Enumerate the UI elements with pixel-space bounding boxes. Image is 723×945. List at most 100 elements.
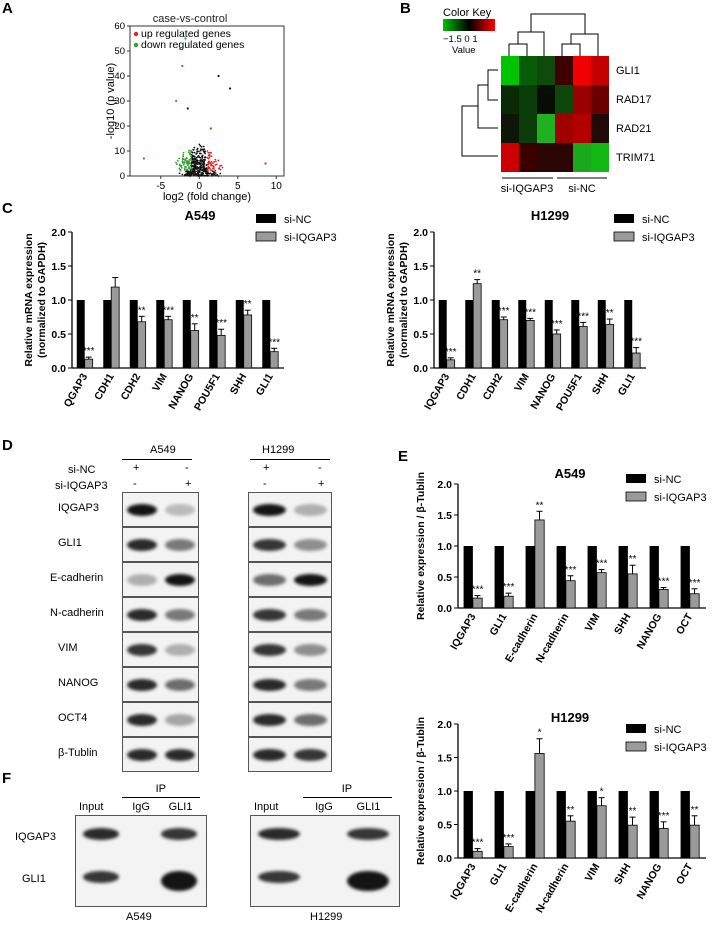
volcano-point xyxy=(205,171,208,173)
volcano-point xyxy=(205,167,208,169)
panel-label-a: A xyxy=(2,0,13,17)
legend-swatch-si-nc xyxy=(626,724,646,733)
bar-si-iqgap3 xyxy=(605,324,615,369)
co-ip-band xyxy=(82,871,119,883)
bar-si-iqgap3 xyxy=(110,286,120,369)
panel-label-c: C xyxy=(2,200,13,217)
significance-label: ** xyxy=(138,305,146,316)
volcano-point xyxy=(212,162,214,165)
volcano-point xyxy=(208,166,211,169)
blot-band xyxy=(164,748,195,761)
y-tick-label: 2.0 xyxy=(437,719,452,731)
volcano-point xyxy=(219,172,222,175)
x-tick-label: CDH1 xyxy=(92,371,117,402)
bar-si-nc xyxy=(649,791,659,858)
bar-si-iqgap3 xyxy=(163,319,173,369)
volcano-ytick-label: 50 xyxy=(114,46,125,57)
volcano-point xyxy=(214,163,217,166)
volcano-point xyxy=(193,146,196,149)
volcano-xtick-label: 10 xyxy=(271,181,283,192)
y-tick-label: 1.0 xyxy=(437,541,452,553)
volcano-point xyxy=(193,151,196,154)
bar-si-iqgap3 xyxy=(627,573,638,609)
blot-box xyxy=(248,737,332,772)
bar-si-nc xyxy=(587,546,597,608)
volcano-point xyxy=(195,168,198,170)
lane-gli1: GLI1 xyxy=(356,801,381,813)
blot-band xyxy=(127,538,157,551)
volcano-point xyxy=(189,174,191,176)
volcano-point xyxy=(202,148,205,151)
volcano-point xyxy=(208,156,211,158)
heatmap-gene-gli1: GLI1 xyxy=(616,65,640,77)
bar-si-iqgap3 xyxy=(689,593,700,609)
y-tick-label: 1.0 xyxy=(437,786,452,798)
x-tick-label: OCT xyxy=(674,861,696,887)
volcano-point xyxy=(183,169,186,171)
co-ip-band xyxy=(160,828,197,840)
blot-band xyxy=(127,713,157,726)
volcano-point xyxy=(214,174,217,177)
significance-label: *** xyxy=(551,319,563,330)
significance-label: *** xyxy=(577,311,589,322)
y-tick-label: 0.5 xyxy=(437,820,452,832)
blot-band xyxy=(294,748,327,761)
volcano-point xyxy=(215,163,218,166)
volcano-point xyxy=(195,156,198,159)
heatmap-cells xyxy=(501,56,609,172)
heatmap-cell xyxy=(537,143,555,172)
bar-si-nc xyxy=(518,300,527,368)
y-axis-label: Relative expression / β-Tublin xyxy=(415,717,427,865)
h1299-underline xyxy=(250,459,330,460)
volcano-point xyxy=(190,150,192,153)
volcano-point xyxy=(192,154,194,157)
volcano-point xyxy=(197,171,199,174)
bar-si-nc xyxy=(235,300,244,368)
co-ip-band xyxy=(347,828,389,840)
volcano-point xyxy=(215,160,217,163)
y-tick-label: 2.0 xyxy=(413,227,428,239)
significance-label: *** xyxy=(630,337,642,348)
volcano-point xyxy=(189,170,192,172)
heatmap-cell xyxy=(591,56,609,85)
volcano-point xyxy=(199,160,202,163)
significance-label: *** xyxy=(524,307,536,318)
volcano-point xyxy=(180,165,182,168)
volcano-point xyxy=(195,163,197,165)
blot-box xyxy=(248,632,332,667)
volcano-legend-down: down regulated genes xyxy=(141,39,244,51)
volcano-point xyxy=(194,173,197,176)
volcano-point xyxy=(188,162,191,165)
blot-box xyxy=(248,492,332,527)
volcano-point xyxy=(210,155,213,158)
volcano-point xyxy=(193,157,195,160)
blot-band xyxy=(164,643,195,656)
volcano-point xyxy=(192,170,195,172)
bar-si-iqgap3 xyxy=(216,334,226,369)
significance-label: * xyxy=(600,787,604,798)
x-tick-label: VIM xyxy=(583,611,603,633)
legend-label-si-iqgap3: si-IQGAP3 xyxy=(642,232,695,244)
bar-si-nc xyxy=(525,546,535,608)
volcano-point xyxy=(199,174,201,176)
bar-si-nc xyxy=(649,546,659,608)
heatmap-gene-rad21: RAD21 xyxy=(616,123,651,135)
significance-label: ** xyxy=(691,805,699,816)
volcano-point xyxy=(204,158,206,161)
blot-band xyxy=(164,678,195,691)
blot-band xyxy=(253,503,286,516)
bar-si-iqgap3 xyxy=(137,321,147,369)
bar-si-nc xyxy=(465,300,474,368)
volcano-point xyxy=(176,163,178,166)
co-ip-band xyxy=(258,828,300,840)
blot-box xyxy=(122,562,199,597)
blot-band xyxy=(253,573,286,586)
y-tick-label: 2.0 xyxy=(51,227,66,239)
volcano-point xyxy=(187,164,189,167)
bar-si-nc xyxy=(103,300,112,368)
lane-igg: IgG xyxy=(315,801,333,813)
volcano-point xyxy=(178,172,181,175)
heatmap-cell xyxy=(519,143,537,172)
blot-band xyxy=(127,608,157,621)
volcano-point xyxy=(178,47,182,50)
